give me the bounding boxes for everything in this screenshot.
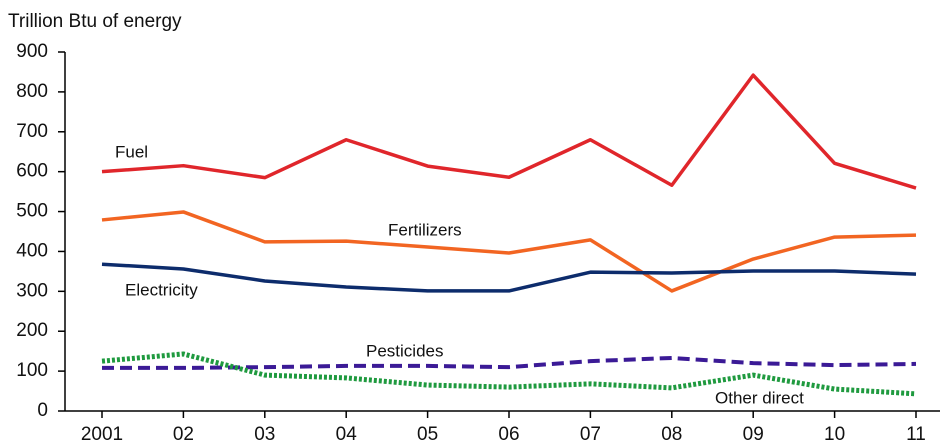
- y-tick-label: 100: [16, 360, 48, 381]
- y-tick-label: 700: [16, 121, 48, 142]
- y-tick-label: 800: [16, 81, 48, 102]
- y-tick-label: 600: [16, 161, 48, 182]
- series-label: Fertilizers: [388, 220, 462, 239]
- series-line: [101, 73, 917, 190]
- series-line: [102, 355, 917, 370]
- x-tick-label: 07: [580, 424, 601, 445]
- x-tick-label: 08: [661, 424, 682, 445]
- x-tick-label: 05: [417, 424, 438, 445]
- x-tick-label: 02: [173, 424, 194, 445]
- series-line: [101, 351, 917, 397]
- y-tick-label: 500: [16, 201, 48, 222]
- x-tick-label: 10: [824, 424, 845, 445]
- y-tick-label: 400: [16, 240, 48, 261]
- x-tick-label: 09: [743, 424, 764, 445]
- series-label: Fuel: [115, 142, 148, 161]
- series-label: Pesticides: [366, 341, 443, 360]
- x-tick-label: 03: [254, 424, 275, 445]
- y-tick-label: 200: [16, 320, 48, 341]
- y-tick-label: 900: [16, 41, 48, 62]
- chart-title: Trillion Btu of energy: [8, 11, 182, 32]
- x-tick-label: 06: [498, 424, 519, 445]
- y-tick-label: 300: [16, 280, 48, 301]
- series-label: Other direct: [715, 388, 804, 407]
- x-tick-label: 2001: [81, 424, 123, 445]
- series-line: [101, 210, 917, 293]
- x-tick-label: 11: [906, 424, 926, 445]
- y-tick-label: 0: [37, 400, 48, 421]
- series-line: [101, 262, 917, 293]
- series-label: Electricity: [125, 280, 198, 299]
- x-tick-label: 04: [336, 424, 358, 445]
